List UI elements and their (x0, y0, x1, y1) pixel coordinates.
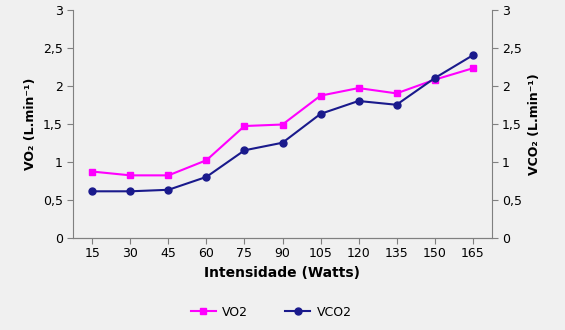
VO2 (393, 91, 400, 95)
VO2 (127, 173, 134, 177)
VCO2 (241, 148, 248, 152)
VCO2 (279, 141, 286, 145)
Legend: VO2, VCO2: VO2, VCO2 (186, 301, 357, 324)
Line: VO2: VO2 (89, 65, 476, 179)
VO2 (279, 122, 286, 126)
Y-axis label: VCO₂ (L.min⁻¹): VCO₂ (L.min⁻¹) (528, 73, 541, 175)
VCO2 (355, 99, 362, 103)
Y-axis label: VO₂ (L.min⁻¹): VO₂ (L.min⁻¹) (24, 78, 37, 170)
VO2 (317, 94, 324, 98)
VO2 (89, 170, 96, 174)
VCO2 (165, 188, 172, 192)
VCO2 (203, 175, 210, 179)
VCO2 (317, 112, 324, 116)
VO2 (469, 66, 476, 70)
VCO2 (469, 53, 476, 57)
VO2 (355, 86, 362, 90)
Line: VCO2: VCO2 (89, 52, 476, 195)
VCO2 (127, 189, 134, 193)
VO2 (165, 173, 172, 177)
VO2 (241, 124, 248, 128)
VO2 (431, 78, 438, 82)
VCO2 (89, 189, 96, 193)
VCO2 (431, 76, 438, 80)
X-axis label: Intensidade (Watts): Intensidade (Watts) (205, 266, 360, 280)
VO2 (203, 158, 210, 162)
VCO2 (393, 103, 400, 107)
